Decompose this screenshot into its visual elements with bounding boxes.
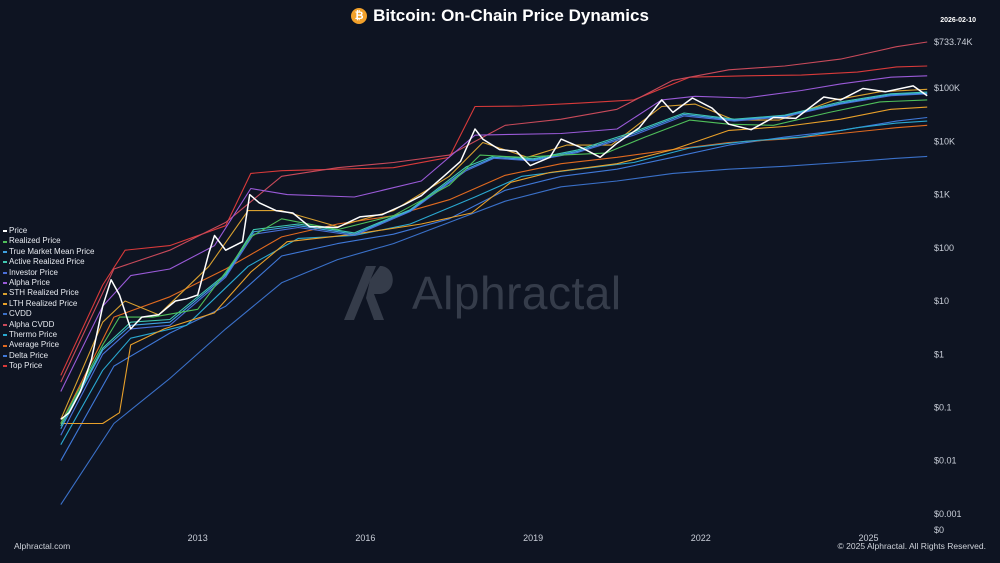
series-line-true-market-mean-price xyxy=(60,92,928,429)
legend-item[interactable]: Delta Price xyxy=(3,351,95,361)
title-group: ₿ Bitcoin: On-Chain Price Dynamics xyxy=(351,6,649,26)
series-line-top-price xyxy=(60,65,928,376)
series-line-lth-realized-price xyxy=(60,106,928,425)
legend-label: Average Price xyxy=(9,340,60,350)
y-tick-label: $0.001 xyxy=(934,509,962,519)
legend-label: STH Realized Price xyxy=(9,288,79,298)
series-layer xyxy=(60,41,928,505)
legend-swatch xyxy=(3,365,7,368)
footer-website: Alphractal.com xyxy=(14,541,71,551)
legend-swatch xyxy=(3,355,7,358)
series-line-investor-price xyxy=(60,93,928,436)
legend-label: Thermo Price xyxy=(9,330,58,340)
chart-date: 2026-02-10 xyxy=(940,17,976,24)
legend-item[interactable]: Average Price xyxy=(3,340,95,350)
legend-swatch xyxy=(3,240,7,243)
legend-swatch xyxy=(3,282,7,285)
legend-swatch xyxy=(3,323,7,326)
legend-label: Alpha Price xyxy=(9,278,50,288)
x-tick-label: 2019 xyxy=(523,533,543,543)
legend-item[interactable]: True Market Mean Price xyxy=(3,247,95,257)
legend-item[interactable]: Realized Price xyxy=(3,236,95,246)
legend-swatch xyxy=(3,261,7,264)
chart-legend: Price Realized Price True Market Mean Pric… xyxy=(3,226,95,372)
legend-label: Investor Price xyxy=(9,267,58,277)
legend-item[interactable]: Price xyxy=(3,226,95,236)
legend-label: Realized Price xyxy=(9,236,61,246)
legend-item[interactable]: Thermo Price xyxy=(3,330,95,340)
legend-swatch xyxy=(3,334,7,337)
series-line-delta-price xyxy=(60,116,928,461)
y-axis-ticks: $733.74K $100K $10K $1K $100 $10 $1 $0.1 $0.01 $0… xyxy=(934,37,973,535)
x-tick-label: 2025 xyxy=(858,533,878,543)
bitcoin-icon: ₿ xyxy=(351,8,368,24)
series-line-active-realized-price xyxy=(60,91,928,427)
series-line-thermo-price xyxy=(60,120,928,445)
legend-label: Delta Price xyxy=(9,350,49,360)
series-line-price xyxy=(60,85,928,420)
legend-swatch xyxy=(3,344,7,347)
legend-item[interactable]: LTH Realized Price xyxy=(3,299,95,309)
legend-label: Alpha CVDD xyxy=(9,319,55,329)
series-line-realized-price xyxy=(60,99,928,424)
legend-item[interactable]: Alpha Price xyxy=(3,278,95,288)
legend-label: LTH Realized Price xyxy=(9,298,78,308)
y-tick-label: $0 xyxy=(934,525,944,535)
legend-label: Top Price xyxy=(9,361,43,371)
legend-swatch xyxy=(3,251,7,254)
chart-title: Bitcoin: On-Chain Price Dynamics xyxy=(373,6,649,25)
y-tick-label: $10 xyxy=(934,296,949,306)
legend-label: Active Realized Price xyxy=(9,257,85,267)
alphractal-logo-icon xyxy=(344,266,393,320)
legend-item[interactable]: Top Price xyxy=(3,361,95,371)
legend-label: True Market Mean Price xyxy=(9,246,95,256)
y-tick-label: $10K xyxy=(934,136,955,146)
x-tick-label: 2016 xyxy=(355,533,375,543)
series-line-alpha-price xyxy=(60,75,928,392)
legend-label: CVDD xyxy=(9,309,32,319)
x-tick-label: 2013 xyxy=(188,533,208,543)
y-tick-label: $1K xyxy=(934,190,950,200)
y-tick-label: $733.74K xyxy=(934,37,973,47)
y-tick-label: $1 xyxy=(934,349,944,359)
legend-item[interactable]: Active Realized Price xyxy=(3,257,95,267)
watermark-text: Alphractal xyxy=(412,267,622,319)
legend-swatch xyxy=(3,230,7,233)
series-line-average-price xyxy=(60,124,928,424)
series-line-sth-realized-price xyxy=(60,88,928,420)
series-line-alpha-cvdd xyxy=(60,41,928,383)
x-axis-ticks: 2013 2016 2019 2022 2025 xyxy=(188,533,879,543)
x-tick-label: 2022 xyxy=(691,533,711,543)
y-tick-label: $0.01 xyxy=(934,456,957,466)
legend-item[interactable]: Investor Price xyxy=(3,268,95,278)
series-line-cvdd xyxy=(60,155,928,505)
watermark: Alphractal xyxy=(340,262,622,324)
legend-swatch xyxy=(3,303,7,306)
y-tick-label: $100K xyxy=(934,83,960,93)
y-tick-label: $100 xyxy=(934,243,954,253)
legend-item[interactable]: CVDD xyxy=(3,309,95,319)
y-tick-label: $0.1 xyxy=(934,403,952,413)
legend-swatch xyxy=(3,292,7,295)
footer-copyright: © 2025 Alphractal. All Rights Reserved. xyxy=(837,541,986,551)
legend-swatch xyxy=(3,313,7,316)
legend-item[interactable]: STH Realized Price xyxy=(3,288,95,298)
legend-swatch xyxy=(3,271,7,274)
legend-item[interactable]: Alpha CVDD xyxy=(3,320,95,330)
legend-label: Price xyxy=(9,226,28,235)
chart-header: ₿ Bitcoin: On-Chain Price Dynamics xyxy=(0,6,1000,30)
